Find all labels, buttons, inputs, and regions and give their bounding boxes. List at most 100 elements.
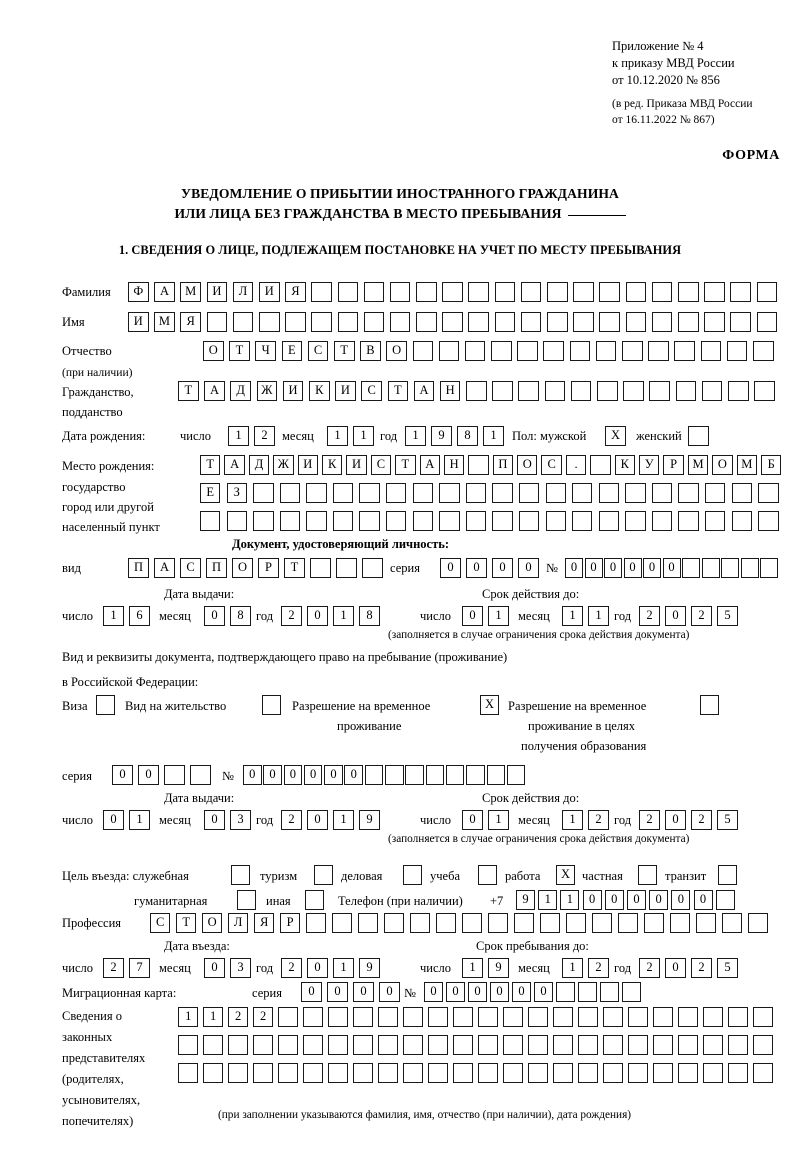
purpose-study-checkbox[interactable] [478,865,497,885]
char-cell[interactable] [730,312,751,332]
char-cell[interactable] [598,483,620,503]
char-cell[interactable] [539,913,561,933]
char-cell[interactable] [311,312,332,332]
char-cell[interactable] [357,913,379,933]
char-cell[interactable] [279,511,301,531]
char-cell[interactable]: 1 [202,1007,224,1027]
legal-rep-row-2-input[interactable] [178,1035,778,1055]
char-cell[interactable] [332,483,354,503]
char-cell[interactable] [452,1063,474,1083]
char-cell[interactable] [327,1063,349,1083]
char-cell[interactable]: 0 [301,982,322,1002]
char-cell[interactable] [754,381,775,401]
char-cell[interactable] [648,341,669,361]
char-cell[interactable]: Т [395,455,416,475]
char-cell[interactable]: 5 [717,606,738,626]
char-cell[interactable]: 2 [281,606,302,626]
char-cell[interactable] [359,511,380,531]
char-cell[interactable]: С [541,455,562,475]
char-cell[interactable]: Ч [255,341,276,361]
char-cell[interactable] [527,1063,549,1083]
char-cell[interactable]: Я [180,312,201,332]
char-cell[interactable] [727,1007,749,1027]
char-cell[interactable] [727,381,749,401]
char-cell[interactable]: О [386,341,407,361]
char-cell[interactable]: А [204,381,225,401]
char-cell[interactable] [502,1007,524,1027]
char-cell[interactable]: 2 [691,958,712,978]
char-cell[interactable] [468,282,490,302]
char-cell[interactable] [402,1035,424,1055]
char-cell[interactable]: 3 [230,958,251,978]
char-cell[interactable] [682,558,700,578]
char-cell[interactable] [674,341,695,361]
char-cell[interactable] [752,341,774,361]
char-cell[interactable] [625,511,646,531]
char-cell[interactable] [677,282,699,302]
char-cell[interactable]: Т [175,913,197,933]
char-cell[interactable]: 0 [492,558,513,578]
char-cell[interactable] [704,282,725,302]
char-cell[interactable]: О [712,455,733,475]
char-cell[interactable] [327,1035,349,1055]
char-cell[interactable]: Д [230,381,251,401]
char-cell[interactable] [702,1035,724,1055]
purpose-business-checkbox[interactable] [403,865,422,885]
char-cell[interactable]: 0 [665,606,686,626]
char-cell[interactable] [494,282,516,302]
char-cell[interactable] [487,913,509,933]
char-cell[interactable] [756,282,778,302]
char-cell[interactable]: 1 [405,426,426,446]
char-cell[interactable] [625,282,647,302]
char-cell[interactable]: 8 [359,606,380,626]
char-cell[interactable] [652,1035,674,1055]
char-cell[interactable] [577,1035,599,1055]
char-cell[interactable]: 1 [560,890,580,910]
char-cell[interactable] [677,1007,699,1027]
char-cell[interactable]: О [232,558,253,578]
char-cell[interactable] [758,483,779,503]
char-cell[interactable] [96,695,115,715]
char-cell[interactable]: М [687,455,709,475]
char-cell[interactable] [502,1035,524,1055]
char-cell[interactable] [518,483,540,503]
char-cell[interactable]: Т [229,341,250,361]
char-cell[interactable]: З [226,483,247,503]
char-cell[interactable] [363,312,385,332]
char-cell[interactable]: А [154,558,175,578]
char-cell[interactable]: 9 [516,890,535,910]
char-cell[interactable] [336,558,357,578]
char-cell[interactable]: 0 [665,810,686,830]
char-cell[interactable]: Н [443,455,465,475]
char-cell[interactable]: О [203,341,224,361]
char-cell[interactable] [403,865,422,885]
char-cell[interactable]: 1 [228,426,249,446]
char-cell[interactable]: Р [258,558,279,578]
char-cell[interactable] [578,982,597,1002]
char-cell[interactable]: А [224,455,245,475]
char-cell[interactable]: С [370,455,392,475]
char-cell[interactable] [688,426,709,446]
char-cell[interactable] [465,483,487,503]
char-cell[interactable] [527,1007,549,1027]
char-cell[interactable] [595,341,617,361]
char-cell[interactable]: X [480,695,499,715]
char-cell[interactable]: 2 [639,958,660,978]
char-cell[interactable]: О [517,455,538,475]
char-cell[interactable]: 0 [462,606,483,626]
char-cell[interactable] [206,312,228,332]
char-cell[interactable] [651,312,673,332]
